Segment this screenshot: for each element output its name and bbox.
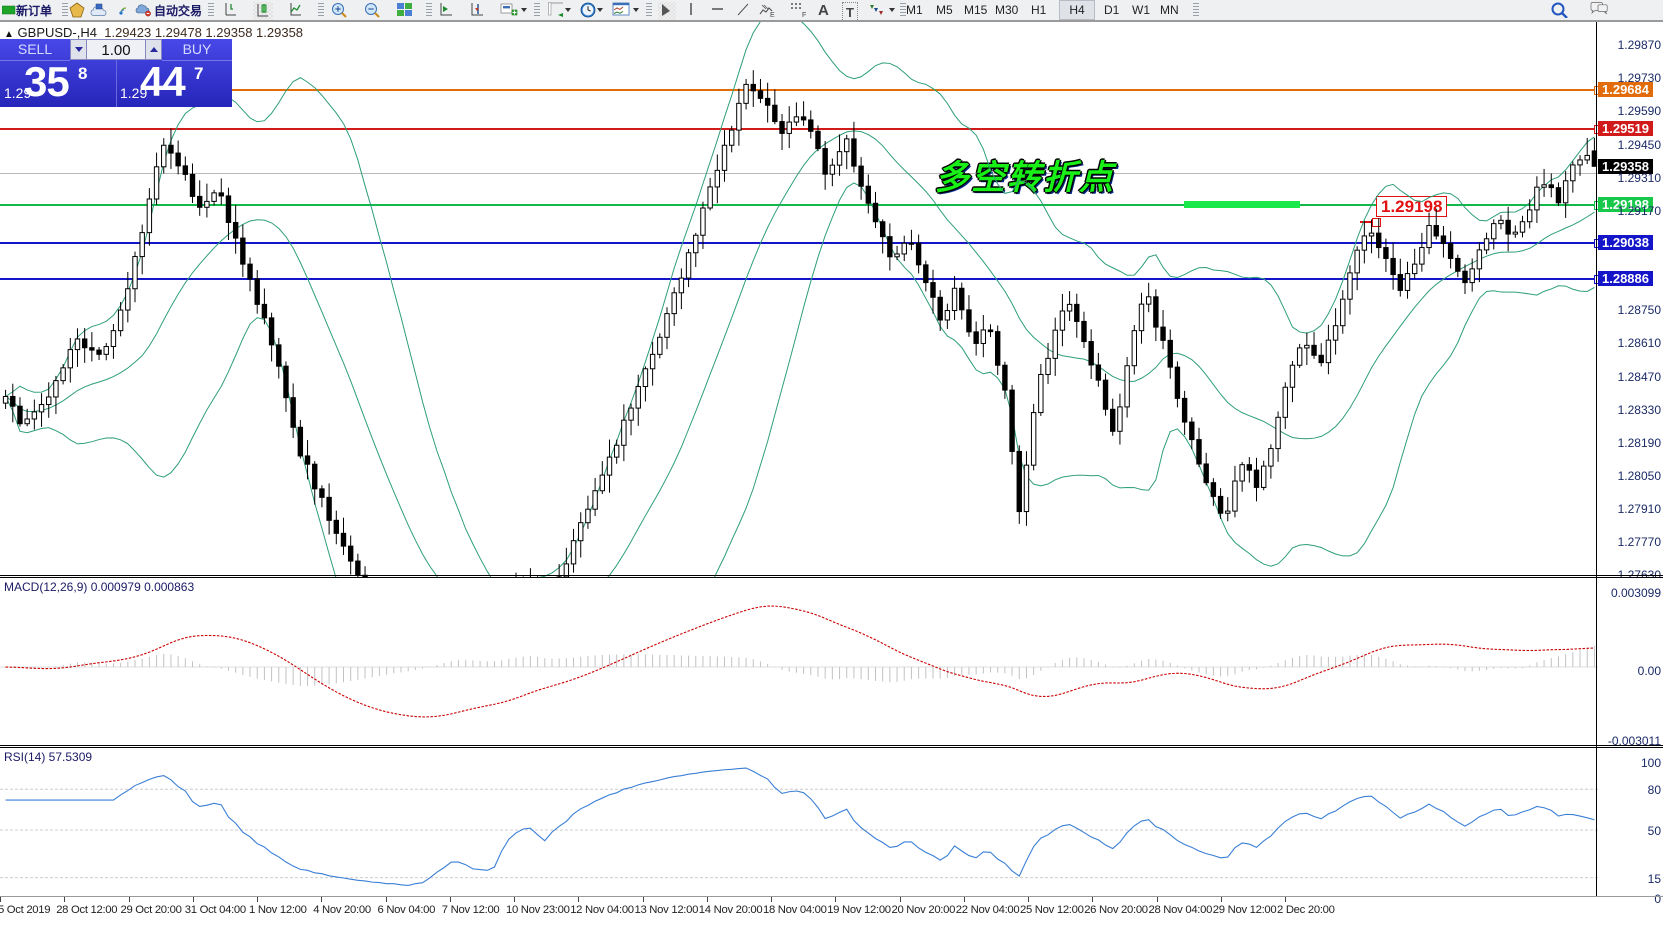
svg-text:F: F bbox=[802, 12, 806, 18]
svg-text:E: E bbox=[770, 12, 775, 18]
